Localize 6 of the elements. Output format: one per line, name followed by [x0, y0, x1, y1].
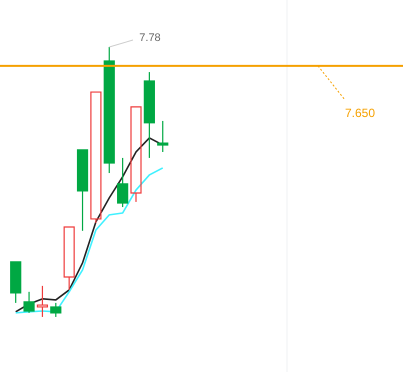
candlestick: [157, 120, 168, 153]
candlestick: [50, 302, 62, 318]
candlestick: [104, 46, 115, 174]
text: 7.78: [139, 32, 161, 44]
candlestick: [36, 285, 48, 318]
text: 7.650: [345, 106, 376, 120]
